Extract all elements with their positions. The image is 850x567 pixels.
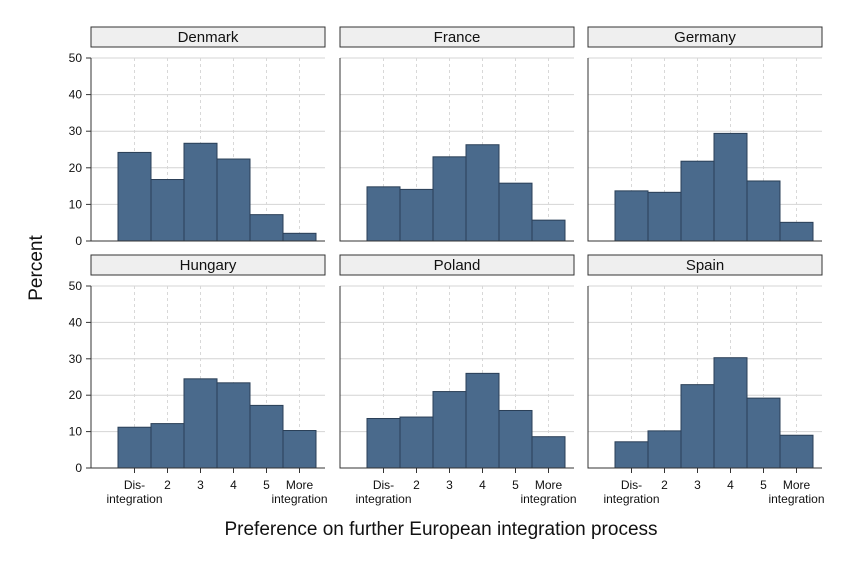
x-tick-label: Dis-integration: [106, 478, 162, 506]
panel-denmark: Denmark 0 10 20 30 40 50: [69, 26, 326, 248]
bar-spain-1: [614, 441, 649, 469]
panel-title: France: [434, 29, 481, 46]
x-tick-label: More integration: [768, 478, 824, 506]
y-tick-label: 50: [69, 279, 83, 293]
y-tick-label: 40: [69, 88, 83, 102]
bar-spain-2: [647, 430, 682, 469]
bar-france-1: [366, 186, 401, 242]
bar-hungary-5: [249, 404, 284, 469]
bar-denmark-5: [249, 214, 284, 242]
y-tick-label: 30: [69, 352, 83, 366]
bar-france-3: [432, 156, 467, 242]
bar-hungary-6: [282, 430, 317, 469]
panel-title: Poland: [434, 257, 481, 274]
x-tick-label: 3: [446, 478, 453, 492]
bar-denmark-6: [282, 232, 317, 242]
bar-germany-3: [680, 160, 715, 242]
panel-title-strip: [587, 26, 823, 48]
bar-poland-5: [498, 409, 533, 469]
y-tick-label: 0: [75, 461, 82, 475]
y-tick-label: 50: [69, 51, 83, 65]
bar-germany-5: [746, 180, 781, 242]
bar-poland-3: [432, 391, 467, 469]
bar-france-5: [498, 182, 533, 242]
bar-france-6: [531, 219, 566, 242]
x-tick-label: 3: [197, 478, 204, 492]
bar-spain-5: [746, 397, 781, 469]
x-tick-label: 2: [413, 478, 420, 492]
panel-germany: Germany: [587, 26, 823, 242]
bar-poland-2: [399, 416, 434, 469]
chart-panels: Denmark 0 10 20 30 40 50 France Germany Hungary 0 1…: [69, 26, 825, 506]
x-tick-label: 4: [479, 478, 486, 492]
x-tick-label: 2: [661, 478, 668, 492]
x-tick-label: 4: [727, 478, 734, 492]
panel-title-strip: [90, 26, 326, 48]
bar-spain-3: [680, 384, 715, 469]
bar-france-2: [399, 188, 434, 242]
panel-title-strip: [90, 254, 326, 276]
bar-denmark-1: [117, 151, 152, 242]
x-tick-label: 2: [164, 478, 171, 492]
bar-germany-4: [713, 132, 748, 242]
bar-france-4: [465, 144, 500, 242]
x-tick-label: 3: [694, 478, 701, 492]
y-tick-label: 40: [69, 315, 83, 329]
x-tick-label: 5: [512, 478, 519, 492]
bar-germany-1: [614, 190, 649, 242]
panel-title: Germany: [674, 29, 736, 46]
x-tick-label: 5: [760, 478, 767, 492]
bar-spain-4: [713, 357, 748, 469]
bar-poland-4: [465, 372, 500, 469]
x-axis-label: Preference on further European integrati…: [224, 519, 657, 540]
y-tick-label: 20: [69, 388, 83, 402]
bar-poland-6: [531, 436, 566, 469]
y-tick-label: 10: [69, 425, 83, 439]
bar-germany-2: [647, 191, 682, 242]
bar-hungary-4: [216, 382, 251, 469]
y-tick-label: 20: [69, 161, 83, 175]
bar-poland-1: [366, 417, 401, 469]
x-tick-label: 5: [263, 478, 270, 492]
bar-hungary-3: [183, 378, 218, 469]
bar-denmark-3: [183, 142, 218, 242]
panel-title: Hungary: [180, 257, 237, 274]
y-tick-label: 0: [75, 234, 82, 248]
bar-denmark-2: [150, 179, 185, 242]
panel-france: France: [339, 26, 575, 242]
x-tick-label: More integration: [520, 478, 576, 506]
panel-title: Spain: [686, 257, 724, 274]
y-tick-label: 30: [69, 124, 83, 138]
bar-spain-6: [779, 434, 814, 469]
bar-germany-6: [779, 221, 814, 242]
panel-title-strip: [587, 254, 823, 276]
y-axis-label: Percent: [26, 235, 47, 301]
x-tick-label: 4: [230, 478, 237, 492]
bar-hungary-1: [117, 426, 152, 469]
x-tick-label: Dis-integration: [603, 478, 659, 506]
panel-title-strip: [339, 26, 575, 48]
panel-title-strip: [339, 254, 575, 276]
bar-denmark-4: [216, 158, 251, 242]
x-tick-label: More integration: [271, 478, 327, 506]
bar-hungary-2: [150, 423, 185, 469]
panel-title: Denmark: [178, 29, 239, 46]
y-tick-label: 10: [69, 197, 83, 211]
x-tick-label: Dis-integration: [355, 478, 411, 506]
